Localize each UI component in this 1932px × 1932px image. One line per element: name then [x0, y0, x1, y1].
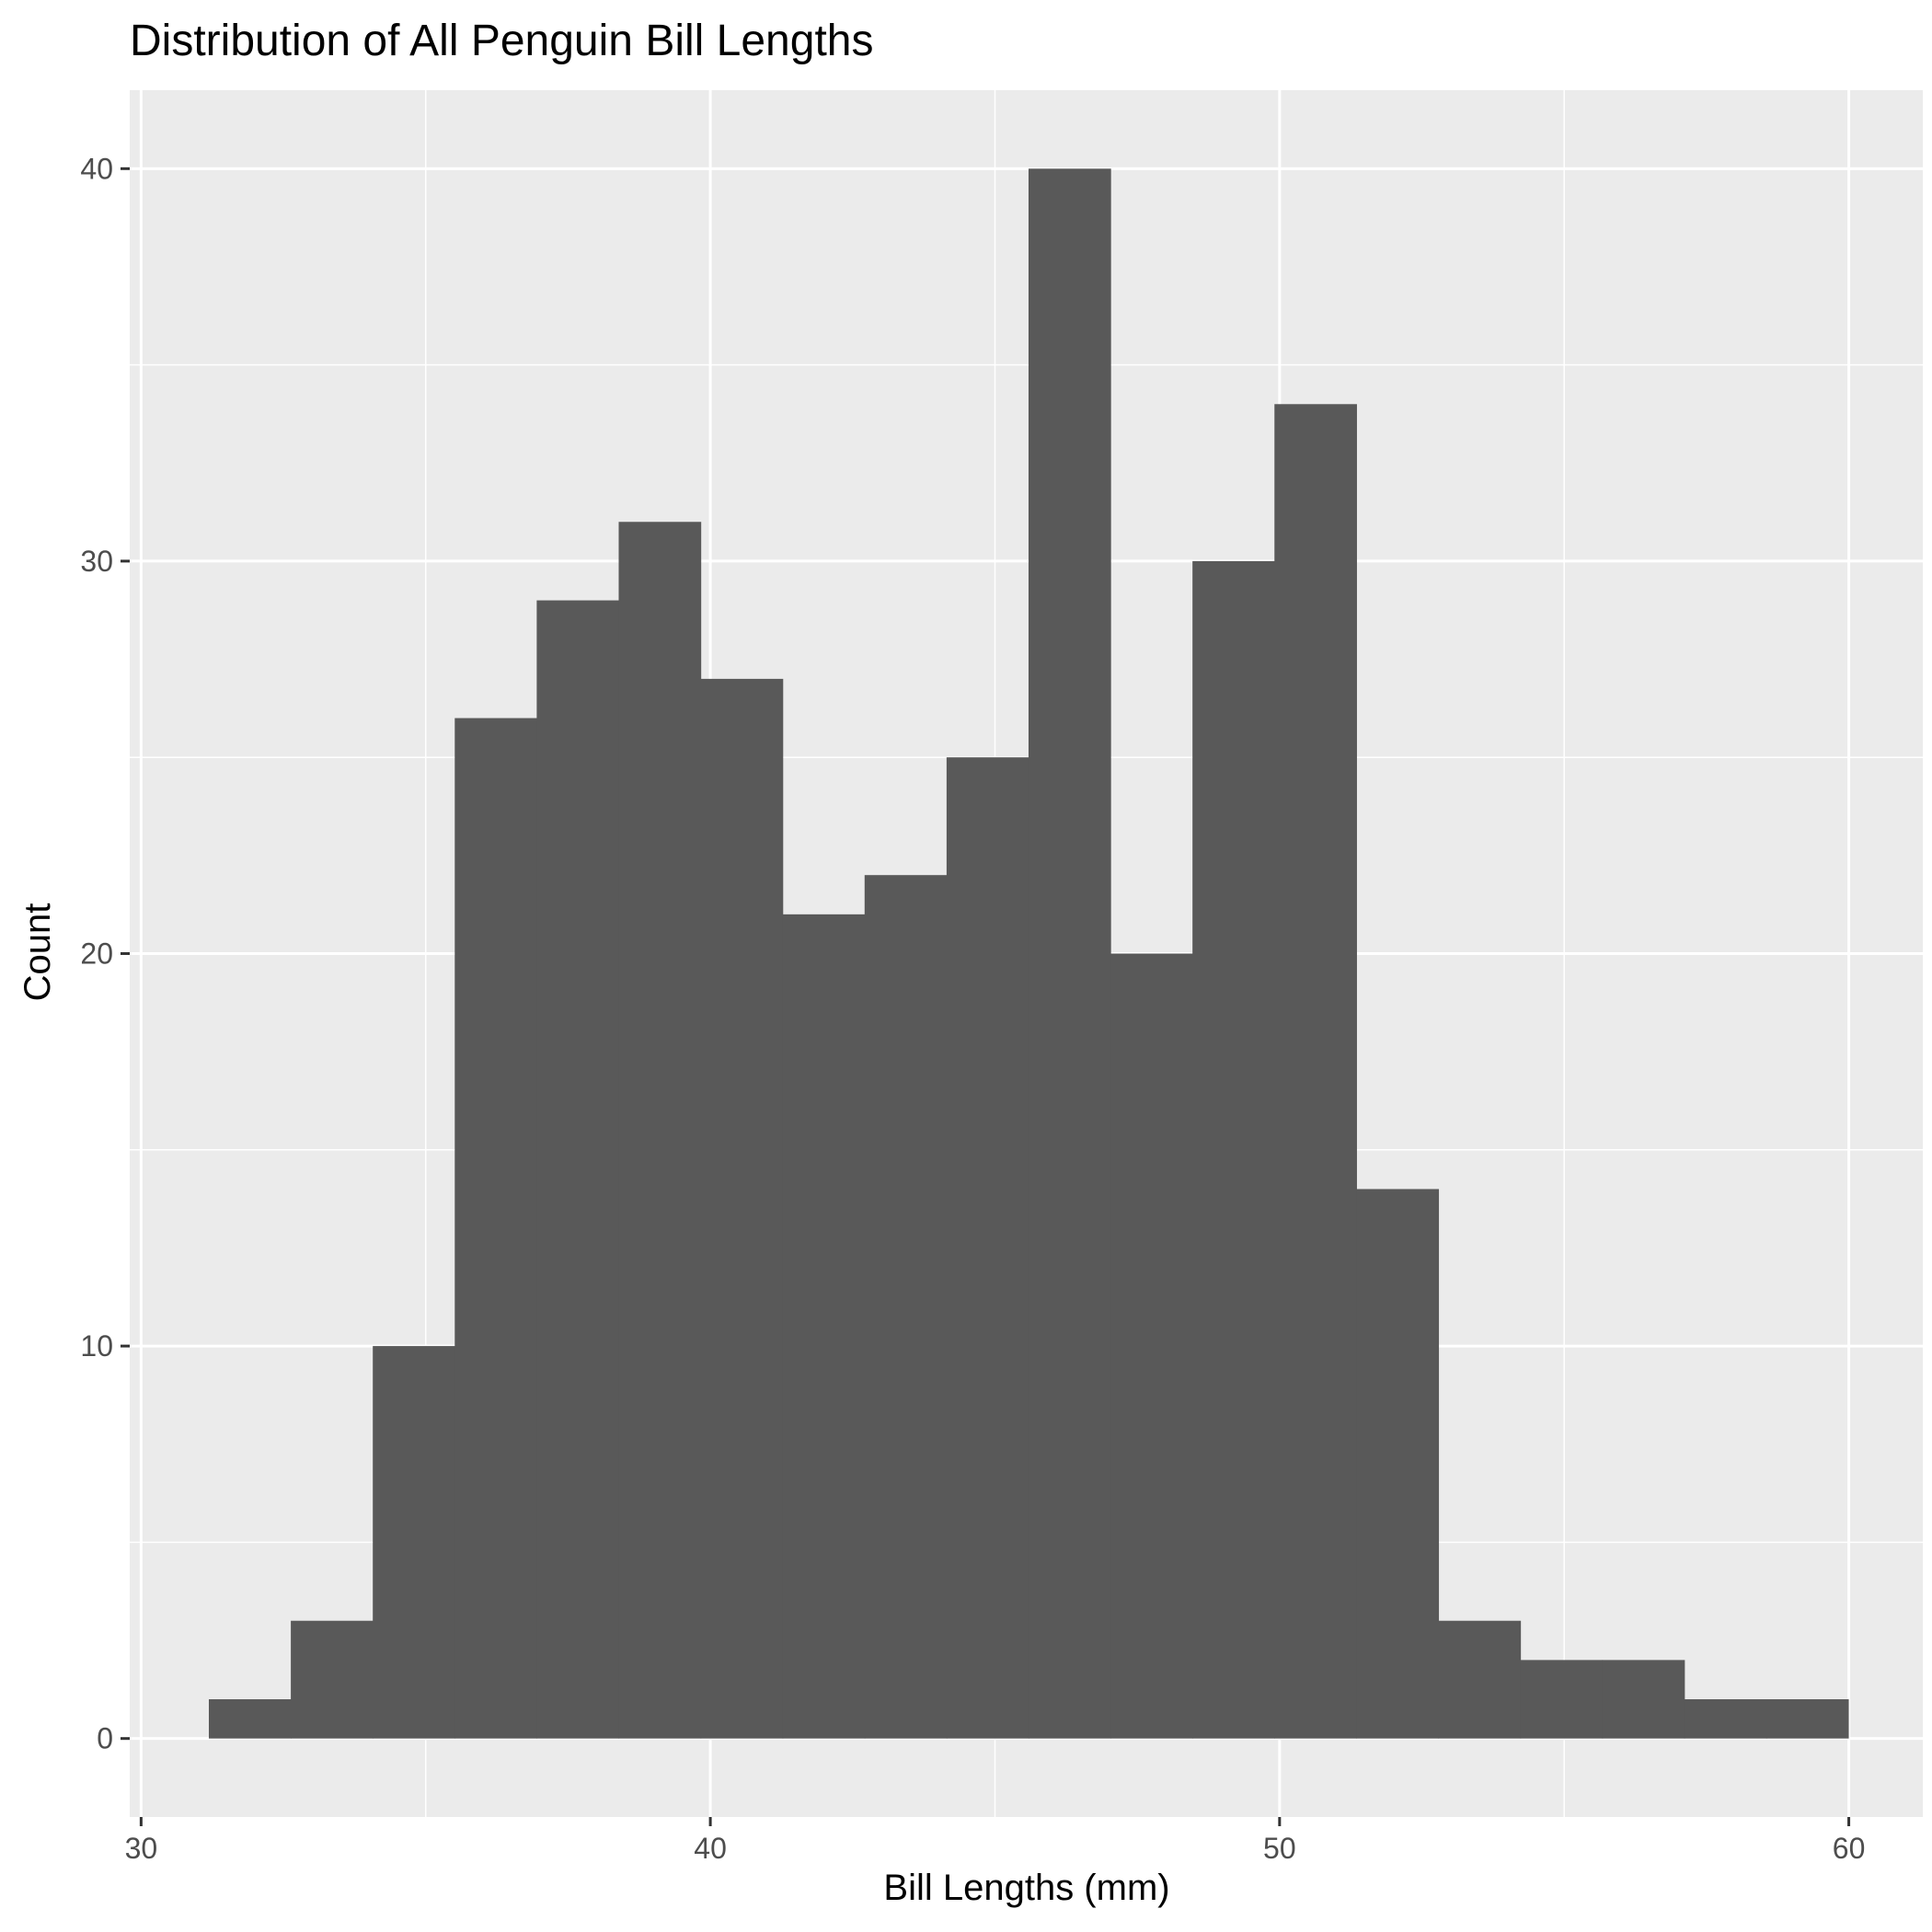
histogram-bar [1602, 1660, 1685, 1739]
histogram-bar [373, 1346, 455, 1739]
histogram-bar [536, 600, 620, 1739]
x-tick-label: 50 [1263, 1832, 1296, 1865]
histogram-bar [1192, 560, 1275, 1739]
y-tick-label: 20 [80, 937, 113, 971]
histogram-bar [864, 875, 948, 1739]
histogram-bar [946, 757, 1029, 1739]
y-tick-label: 40 [80, 152, 113, 185]
histogram-bar [209, 1699, 292, 1739]
histogram-bar [700, 678, 784, 1739]
histogram-bar [782, 914, 866, 1739]
histogram-bar [291, 1620, 374, 1739]
histogram-bar [1765, 1699, 1849, 1739]
histogram-bar [1438, 1620, 1522, 1739]
histogram-bar [1520, 1660, 1604, 1739]
x-axis-title: Bill Lengths (mm) [883, 1868, 1169, 1908]
histogram-bar [1356, 1189, 1440, 1739]
histogram-bar [454, 718, 537, 1739]
y-tick-label: 10 [80, 1329, 113, 1363]
histogram-bar [1684, 1699, 1767, 1739]
histogram-bar [1110, 953, 1193, 1739]
chart-title: Distribution of All Penguin Bill Lengths [130, 17, 873, 65]
histogram-bars [209, 168, 1849, 1739]
y-axis-title: Count [17, 903, 58, 1002]
axes: 30 40 50 60 0 10 20 30 40 [80, 152, 1865, 1865]
x-tick-label: 40 [694, 1832, 727, 1865]
histogram-bar [1274, 404, 1357, 1739]
y-tick-label: 30 [80, 545, 113, 578]
histogram-bar [618, 522, 702, 1739]
x-tick-label: 30 [125, 1832, 158, 1865]
x-tick-label: 60 [1833, 1832, 1866, 1865]
histogram-bar [1028, 168, 1111, 1739]
y-tick-label: 0 [97, 1722, 113, 1755]
